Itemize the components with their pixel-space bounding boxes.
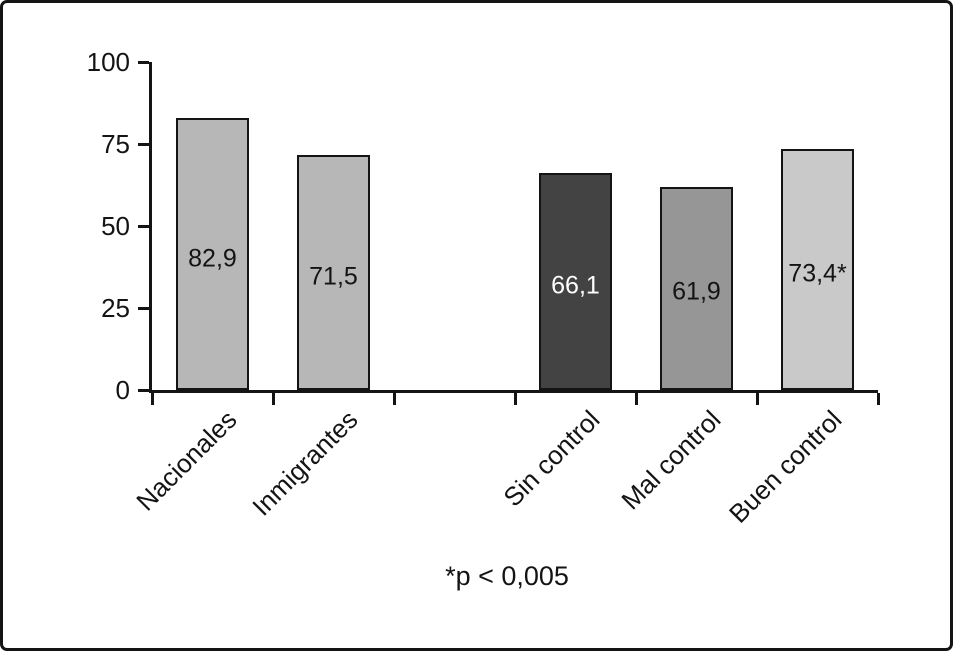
y-axis-tick	[138, 225, 149, 228]
x-category-label: Buen control	[722, 404, 848, 529]
bar-value-label: 73,4*	[788, 259, 847, 288]
bar-value-label: 61,9	[672, 277, 721, 306]
y-axis-tick-label: 0	[115, 375, 130, 405]
y-axis-line	[149, 62, 152, 393]
bar: 71,5	[297, 155, 370, 390]
x-category-label: Sin control	[496, 404, 606, 513]
x-axis-tick	[755, 393, 759, 405]
bar: 82,9	[176, 118, 249, 390]
x-axis-line	[149, 390, 878, 393]
bar-value-label: 71,5	[309, 262, 358, 291]
y-axis-tick	[138, 143, 149, 146]
bar-value-label: 82,9	[188, 244, 237, 273]
footnote: *p < 0,005	[445, 561, 569, 591]
bar: 66,1	[539, 173, 612, 390]
x-category-label: Nacionales	[129, 404, 243, 517]
y-axis-tick	[138, 307, 149, 310]
y-axis-tick	[138, 389, 149, 392]
y-axis-tick-label: 25	[101, 293, 130, 323]
y-axis-tick-label: 50	[101, 211, 130, 241]
x-category-label: Inmigrantes	[245, 404, 364, 522]
x-axis-tick	[634, 393, 638, 405]
x-category-label: Mal control	[614, 404, 727, 516]
y-axis-tick-label: 75	[101, 129, 130, 159]
x-axis-tick	[271, 393, 275, 405]
x-axis-tick	[876, 393, 880, 405]
y-axis-tick	[138, 61, 149, 64]
x-axis-tick	[150, 393, 154, 405]
x-axis-tick	[392, 393, 396, 405]
y-axis-tick-label: 100	[86, 47, 130, 77]
bar: 73,4*	[781, 149, 854, 390]
bar: 61,9	[660, 187, 733, 390]
x-axis-tick	[513, 393, 517, 405]
bar-value-label: 66,1	[551, 271, 600, 300]
